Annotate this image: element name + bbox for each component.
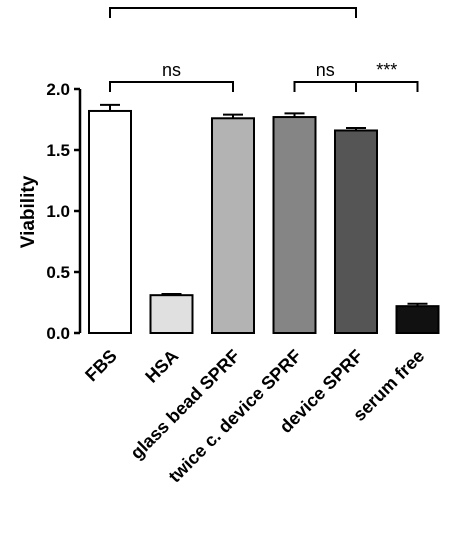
significance-bracket (109, 7, 357, 18)
y-tick-label: 0.0 (46, 324, 70, 343)
bar (334, 129, 378, 334)
y-tick-label: 1.0 (46, 202, 70, 221)
bar (395, 305, 440, 335)
x-tick-label: HSA (141, 346, 182, 387)
axes: 0.0 0.5 1.0 1.5 2.0 (46, 80, 82, 343)
significance-label: *** (376, 60, 397, 80)
significance-bracket (355, 81, 419, 92)
bar (149, 294, 194, 334)
x-tick-label: glass bead SPRF (126, 346, 243, 463)
bar (211, 117, 255, 334)
significance-label: * (229, 0, 236, 6)
bar (88, 109, 132, 334)
y-tick-label: 0.5 (46, 263, 70, 282)
significance-label: ns (316, 60, 335, 80)
significance-label: ns (162, 60, 181, 80)
bar (272, 116, 317, 334)
x-tick-label: FBS (81, 346, 121, 386)
significance-brackets: * ns ns *** (109, 0, 419, 92)
y-tick-label: 2.0 (46, 80, 70, 99)
y-tick-label: 1.5 (46, 141, 70, 160)
significance-bracket (109, 81, 234, 92)
significance-bracket (293, 81, 357, 92)
y-axis-title: Viability (18, 175, 39, 248)
